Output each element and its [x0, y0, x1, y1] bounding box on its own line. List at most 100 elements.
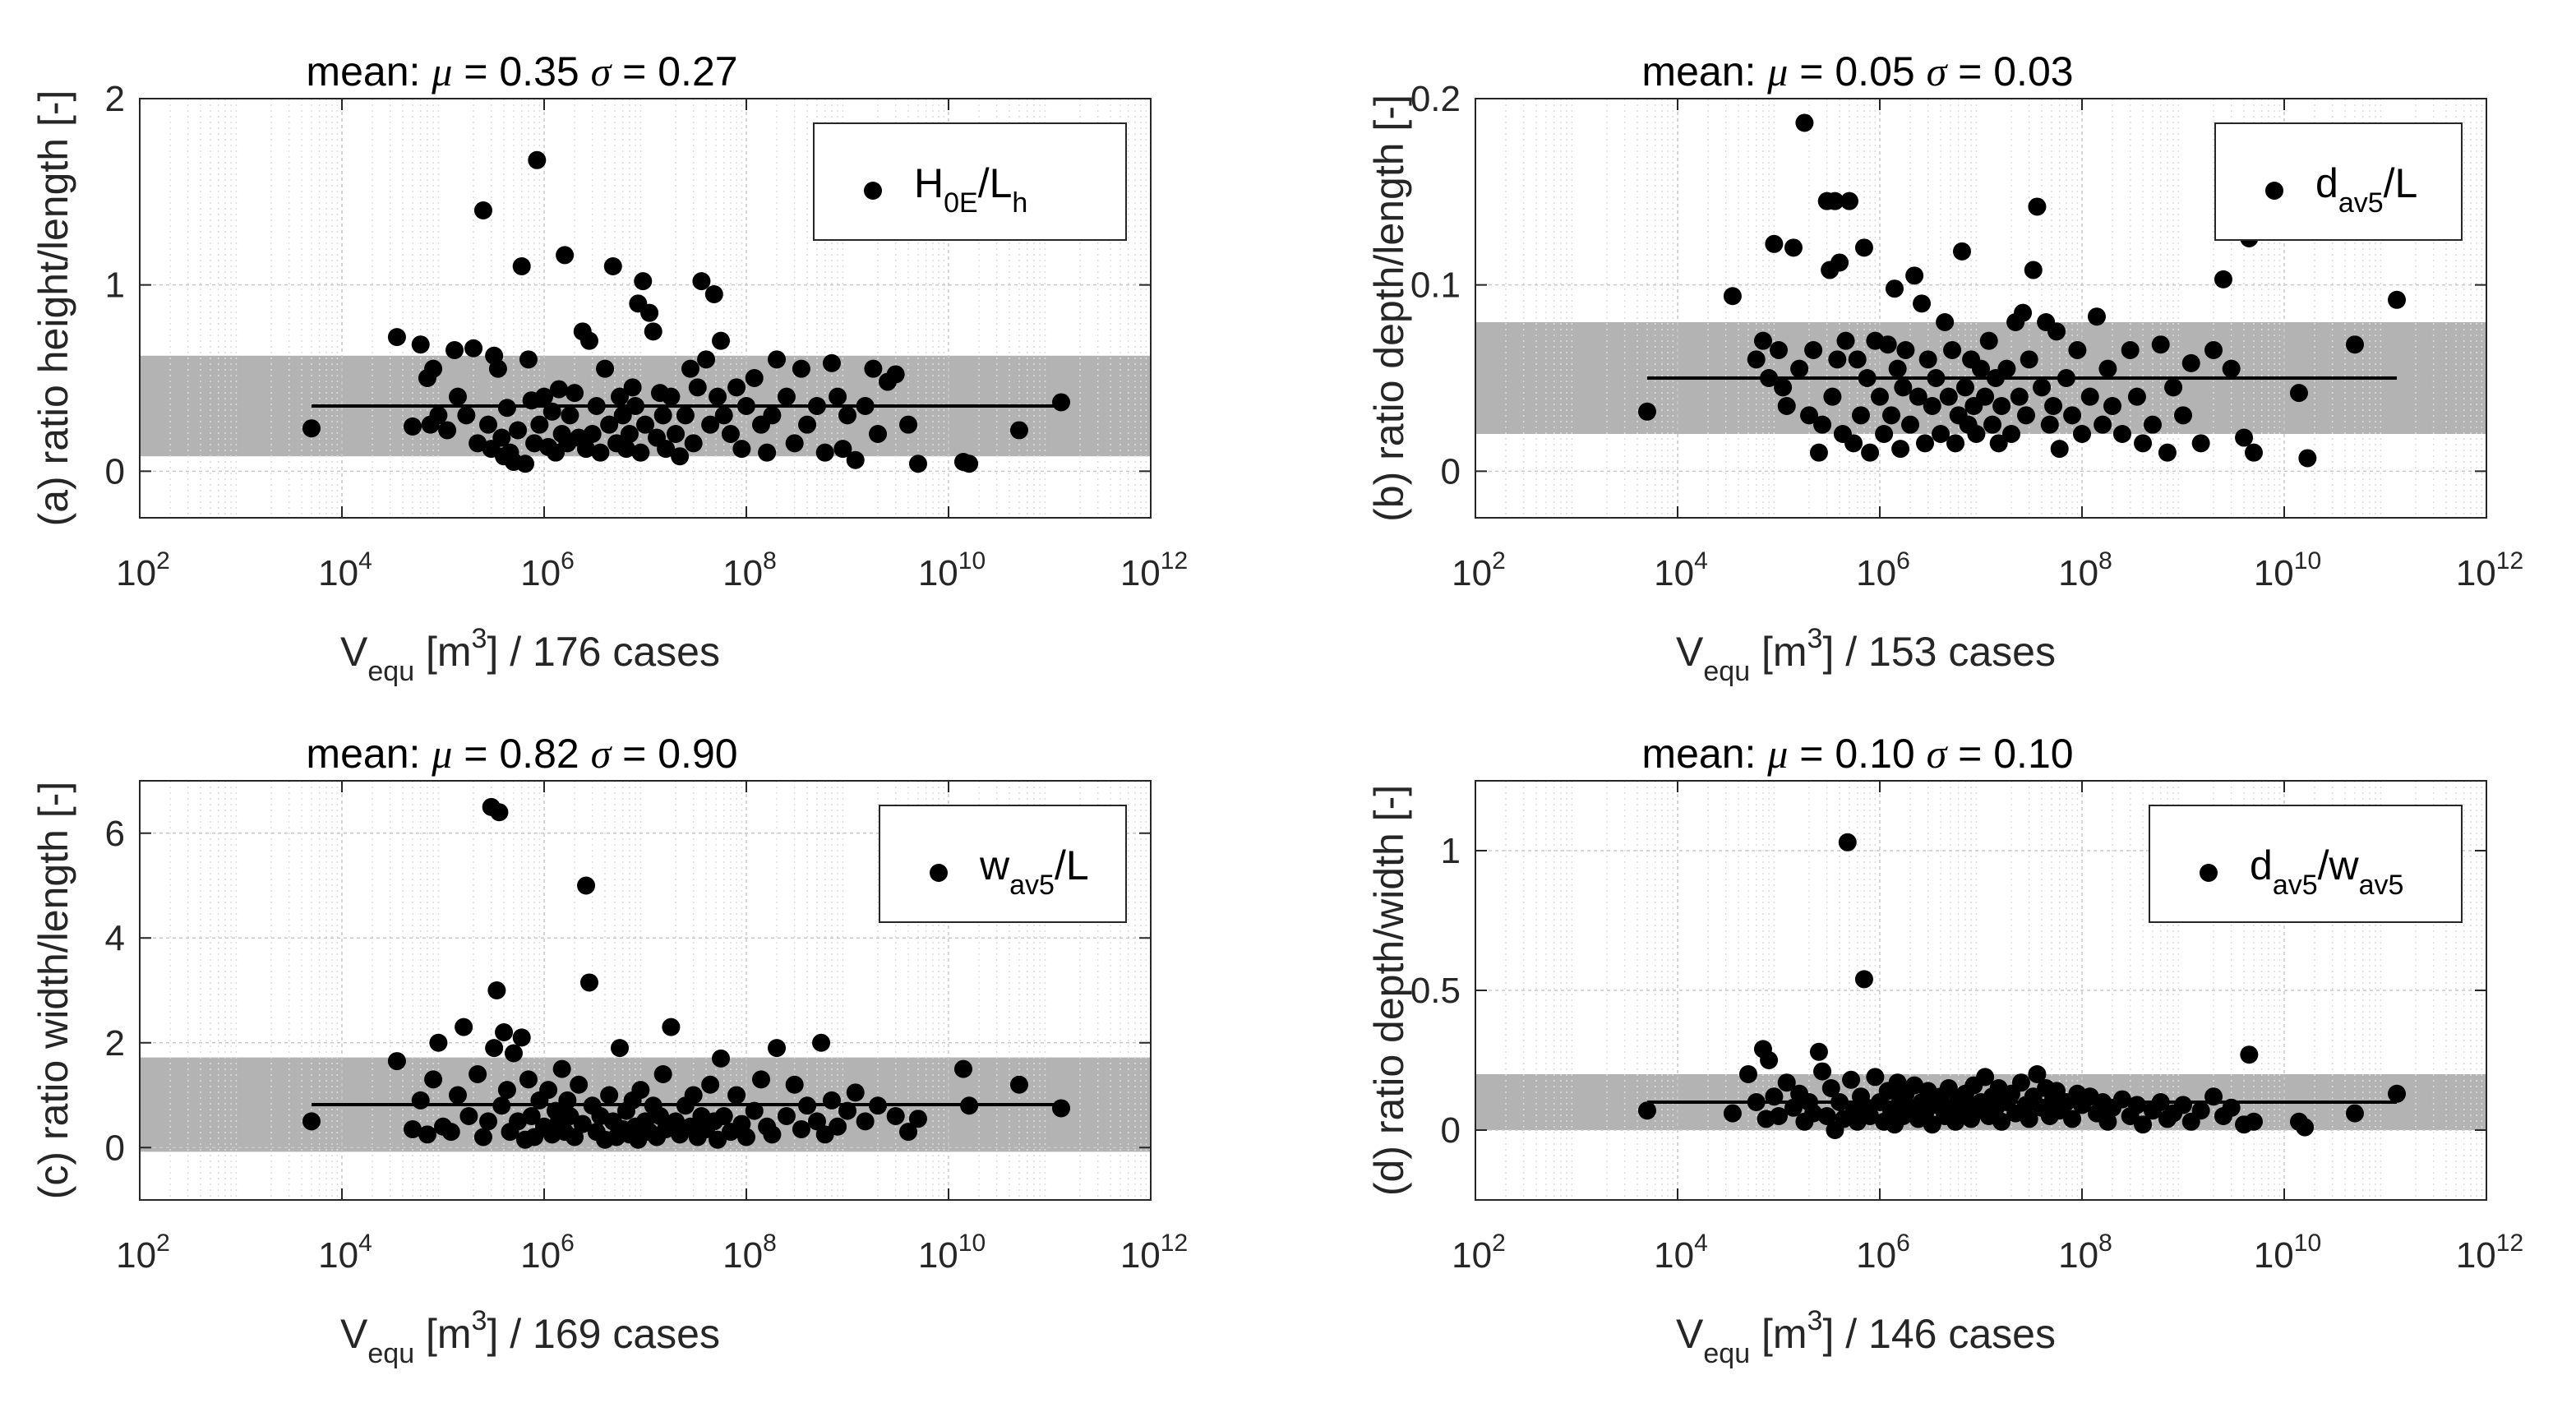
data-point: [1871, 387, 1889, 406]
data-point: [1784, 238, 1803, 257]
data-point: [1836, 331, 1855, 350]
data-point: [662, 387, 681, 406]
data-point: [1967, 425, 1986, 443]
data-point: [2345, 335, 2364, 354]
data-point: [785, 1075, 804, 1094]
data-point: [2222, 359, 2241, 378]
data-point: [570, 1075, 589, 1094]
data-point: [577, 876, 596, 895]
data-point: [653, 1065, 672, 1083]
data-point: [2240, 1045, 2259, 1064]
legend-box: [879, 805, 1127, 923]
y-tick-label: 2: [105, 1023, 125, 1064]
data-point: [1052, 393, 1071, 412]
data-point: [1896, 341, 1915, 359]
data-point: [1747, 350, 1766, 369]
legend: H0E/Lh: [813, 122, 1127, 241]
data-point: [640, 303, 659, 322]
data-point: [2298, 449, 2317, 468]
data-point: [2112, 425, 2131, 443]
data-point: [2002, 425, 2021, 443]
legend-box: [2214, 122, 2463, 241]
data-point: [623, 378, 642, 397]
x-tick-label: 1010: [2254, 1230, 2321, 1276]
data-point: [542, 402, 561, 421]
data-point: [2158, 443, 2177, 462]
data-point: [704, 285, 723, 303]
legend-label: dav5/L: [2315, 160, 2417, 219]
data-point: [387, 1052, 406, 1071]
data-point: [2094, 415, 2112, 434]
x-tick-label: 104: [1654, 547, 1708, 593]
x-tick-label: 102: [116, 1230, 170, 1276]
data-point: [2098, 1112, 2117, 1131]
data-point: [2028, 197, 2047, 216]
data-point: [2127, 1096, 2146, 1114]
data-point: [1861, 1107, 1880, 1125]
data-point: [613, 406, 632, 425]
data-point: [552, 1059, 571, 1078]
x-tick-label: 104: [1654, 1230, 1708, 1276]
data-point: [2063, 406, 2082, 425]
data-point: [424, 359, 443, 378]
data-point: [497, 1081, 516, 1100]
data-point: [714, 406, 733, 425]
data-point: [1830, 1093, 1849, 1111]
data-point: [1861, 443, 1880, 462]
data-point: [1723, 287, 1742, 306]
data-point: [1009, 1075, 1028, 1094]
data-point: [838, 406, 856, 425]
data-point: [469, 434, 487, 453]
data-point: [2388, 290, 2407, 309]
y-tick-label: 0: [1441, 1110, 1461, 1151]
data-point: [1738, 1065, 1757, 1083]
data-point: [2134, 1115, 2153, 1134]
data-point: [509, 1112, 528, 1131]
chart-title: mean: μ = 0.10 σ = 0.10: [1641, 731, 2073, 777]
data-point: [441, 1123, 460, 1142]
data-point: [2040, 415, 2059, 434]
data-point: [631, 1081, 650, 1100]
axes-box: [1475, 98, 2487, 519]
y-tick-label: 0: [105, 1128, 125, 1168]
data-point: [1848, 350, 1867, 369]
data-point: [566, 1128, 584, 1147]
data-point: [908, 1110, 927, 1128]
x-tick-label: 106: [1856, 547, 1910, 593]
data-point: [899, 415, 918, 434]
data-point: [684, 1086, 703, 1105]
data-point: [2296, 1118, 2315, 1137]
data-point: [1882, 406, 1901, 425]
data-point: [519, 1070, 538, 1089]
data-point: [667, 425, 686, 443]
y-tick-label: 1: [105, 265, 125, 306]
data-point: [1723, 1104, 1742, 1123]
data-point: [2181, 353, 2200, 372]
data-point: [812, 1033, 831, 1052]
data-point: [829, 1117, 847, 1136]
data-point: [429, 406, 448, 425]
data-point: [473, 1128, 492, 1147]
data-point: [815, 443, 834, 462]
panel-b: 102 104 106 108 1010 1012 0 0.1 0.2 mean: μ = 0.0…: [1366, 48, 2523, 687]
data-point: [688, 378, 707, 397]
data-point: [616, 440, 635, 459]
data-point: [611, 1039, 630, 1058]
data-point: [1936, 313, 1955, 331]
data-point: [603, 257, 622, 275]
data-point: [2011, 1073, 2030, 1092]
x-tick-label: 106: [1856, 1230, 1910, 1276]
y-axis-label: (c) ratio width/length [-]: [30, 782, 76, 1200]
data-point: [479, 1112, 498, 1131]
data-point: [899, 1123, 918, 1142]
data-point: [2127, 387, 2146, 406]
data-point: [577, 440, 596, 459]
data-point: [864, 359, 883, 378]
data-point: [856, 397, 875, 415]
data-point: [473, 201, 492, 219]
axes-box: [139, 98, 1152, 519]
data-point: [662, 1017, 681, 1036]
data-point: [580, 973, 599, 992]
legend-marker: [2200, 864, 2218, 882]
data-point: [671, 447, 690, 466]
